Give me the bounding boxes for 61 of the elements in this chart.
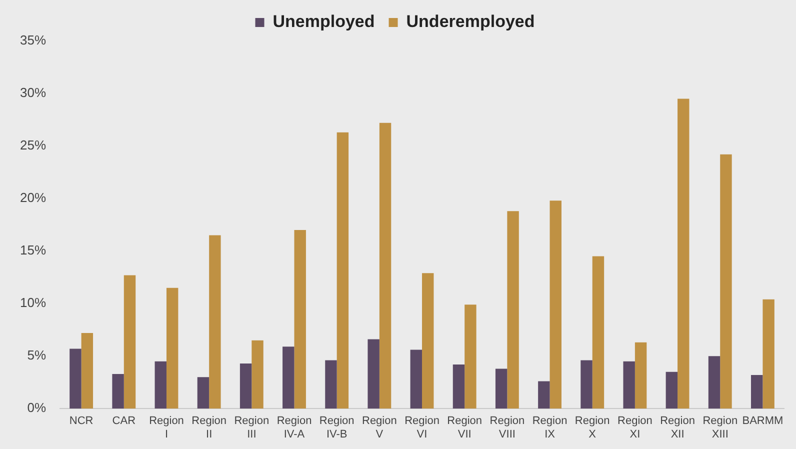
bar: [750, 374, 763, 409]
y-tick-label: 5%: [27, 348, 46, 363]
bar: [720, 154, 732, 409]
bar: [240, 363, 252, 409]
bar: [70, 348, 82, 409]
bar: [422, 273, 434, 409]
y-tick-label: 30%: [20, 85, 46, 100]
bar: [112, 374, 124, 409]
bar: [580, 360, 592, 409]
bar: [708, 356, 720, 409]
bar: [623, 361, 635, 409]
y-tick-label: 25%: [20, 138, 46, 153]
y-tick-label: 10%: [20, 295, 46, 310]
x-tick-label: Region IV-B: [319, 415, 354, 440]
x-tick-label: Region III: [234, 415, 270, 440]
x-tick-label: Region IX: [532, 415, 568, 440]
x-tick-label: Region XI: [618, 415, 652, 440]
bar: [538, 381, 550, 409]
bar: [124, 275, 136, 409]
x-tick-label: Region VIII: [490, 415, 525, 440]
x-tick-label: Region XII: [660, 415, 695, 440]
x-tick-label: Region X: [574, 415, 610, 440]
x-tick-label: Region VI: [404, 415, 440, 440]
bar: [762, 299, 774, 409]
y-tick-label: 35%: [20, 32, 46, 48]
bar: [368, 339, 380, 409]
bar: [252, 340, 264, 409]
y-tick-label: 15%: [20, 242, 46, 258]
bar: [592, 256, 604, 409]
y-tick-label: 20%: [20, 190, 46, 206]
bar: [336, 132, 349, 409]
legend-label: Unemployed: [272, 12, 375, 32]
bar: [166, 288, 178, 409]
y-tick-label: 0%: [27, 400, 46, 416]
x-tick-label: CAR: [112, 415, 136, 428]
x-tick-label: NCR: [69, 415, 94, 428]
bar: [464, 304, 476, 409]
bar: [495, 368, 508, 409]
bar: [197, 377, 210, 409]
bar: [294, 230, 306, 409]
bar: [634, 342, 647, 409]
bar: [379, 122, 392, 409]
bar: [678, 98, 690, 409]
bar: [550, 200, 562, 409]
x-tick-label: Region I: [149, 415, 184, 440]
legend-label: Underemployed: [406, 12, 535, 32]
x-tick-label: Region IV-A: [276, 415, 312, 440]
bar: [282, 346, 294, 409]
bar: [410, 350, 422, 409]
x-tick-label: BARMM: [742, 415, 784, 428]
x-tick-label: Region XIII: [702, 415, 738, 440]
bar: [209, 235, 221, 409]
x-tick-label: Region V: [362, 415, 397, 440]
bar: [452, 364, 465, 409]
bar: [154, 361, 166, 409]
bar: [325, 360, 337, 409]
bar: [81, 332, 94, 409]
x-tick-label: Region VII: [447, 415, 482, 440]
bar: [507, 211, 519, 409]
bar: [666, 372, 678, 409]
x-tick-label: Region II: [192, 415, 227, 440]
